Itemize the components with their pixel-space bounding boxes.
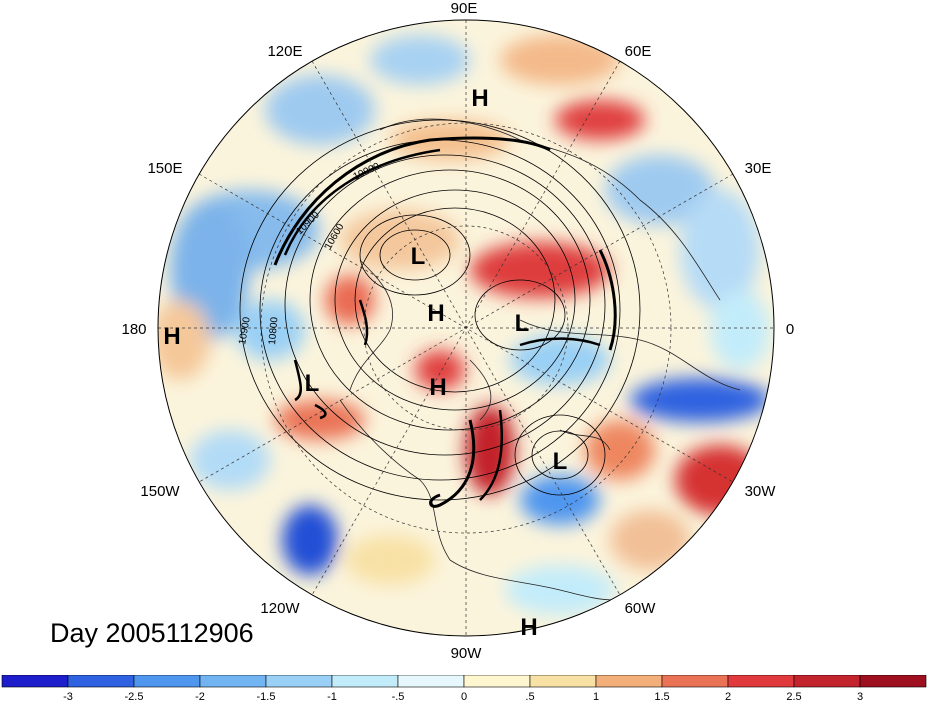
lon-label-60e: 60E bbox=[625, 43, 652, 60]
day-label: Day 2005112906 bbox=[50, 618, 254, 648]
high-marker: H bbox=[520, 614, 537, 641]
colorbar-tick-label: -2.5 bbox=[125, 691, 144, 702]
colorbar: -3 -2.5 -2 -1.5 -1 -.5 0 .5 1 1.5 2 2.5 3 bbox=[1, 675, 927, 702]
lon-label-90e: 90E bbox=[451, 0, 478, 17]
colorbar-tick-label: .5 bbox=[525, 691, 534, 702]
colorbar-tick-label: -1 bbox=[327, 691, 337, 702]
graticule bbox=[158, 20, 774, 636]
colorbar-box bbox=[859, 675, 927, 688]
colorbar-box bbox=[67, 675, 135, 688]
lon-label-0: 0 bbox=[786, 321, 794, 338]
low-marker: L bbox=[411, 243, 426, 270]
colorbar-boxes bbox=[1, 675, 927, 688]
low-marker: L bbox=[515, 310, 530, 337]
colorbar-box bbox=[793, 675, 861, 688]
colorbar-box bbox=[199, 675, 267, 688]
lon-label-60w: 60W bbox=[625, 600, 657, 617]
anomaly-field bbox=[158, 20, 774, 636]
lon-label-30w: 30W bbox=[745, 483, 777, 500]
colorbar-tick-label: 2 bbox=[725, 691, 731, 702]
colorbar-box bbox=[529, 675, 597, 688]
contour-label: 10900 bbox=[237, 316, 253, 346]
lon-label-150w: 150W bbox=[140, 483, 180, 500]
colorbar-box bbox=[661, 675, 729, 688]
colorbar-box bbox=[397, 675, 465, 688]
high-marker: H bbox=[429, 374, 446, 401]
lon-label-180: 180 bbox=[121, 321, 146, 338]
low-marker: L bbox=[305, 370, 320, 397]
contour-label: 10800 bbox=[267, 316, 280, 345]
colorbar-tick-label: 0 bbox=[461, 691, 467, 702]
colorbar-box bbox=[727, 675, 795, 688]
colorbar-tick-label: 1 bbox=[593, 691, 599, 702]
colorbar-box bbox=[595, 675, 663, 688]
lon-label-90w: 90W bbox=[451, 645, 483, 662]
colorbar-box bbox=[265, 675, 333, 688]
colorbar-tick-label: 1.5 bbox=[654, 691, 669, 702]
height-contours bbox=[239, 119, 641, 508]
high-marker: H bbox=[471, 85, 488, 112]
colorbar-box bbox=[133, 675, 201, 688]
lon-label-30e: 30E bbox=[745, 160, 772, 177]
map-boundary bbox=[157, 19, 775, 637]
colorbar-tick-label: -2 bbox=[195, 691, 205, 702]
colorbar-ticks: -3 -2.5 -2 -1.5 -1 -.5 0 .5 1 1.5 2 2.5 3 bbox=[63, 691, 863, 702]
colorbar-box bbox=[1, 675, 69, 688]
colorbar-tick-label: -1.5 bbox=[257, 691, 276, 702]
high-marker: H bbox=[427, 300, 444, 327]
high-marker: H bbox=[163, 323, 180, 350]
lon-label-120w: 120W bbox=[260, 600, 300, 617]
longitude-labels: 90E 120E 60E 150E 30E 180 0 150W 30W 120… bbox=[121, 0, 794, 662]
polar-map: 90E 120E 60E 150E 30E 180 0 150W 30W 120… bbox=[121, 0, 794, 662]
lon-label-120e: 120E bbox=[267, 43, 302, 60]
colorbar-tick-label: -.5 bbox=[392, 691, 405, 702]
colorbar-tick-label: -3 bbox=[63, 691, 73, 702]
colorbar-box bbox=[463, 675, 531, 688]
colorbar-tick-label: 3 bbox=[857, 691, 863, 702]
low-marker: L bbox=[553, 448, 568, 475]
colorbar-box bbox=[331, 675, 399, 688]
lon-label-150e: 150E bbox=[147, 160, 182, 177]
colorbar-tick-label: 2.5 bbox=[786, 691, 801, 702]
pressure-systems: H H L H L L H L H bbox=[163, 85, 567, 641]
